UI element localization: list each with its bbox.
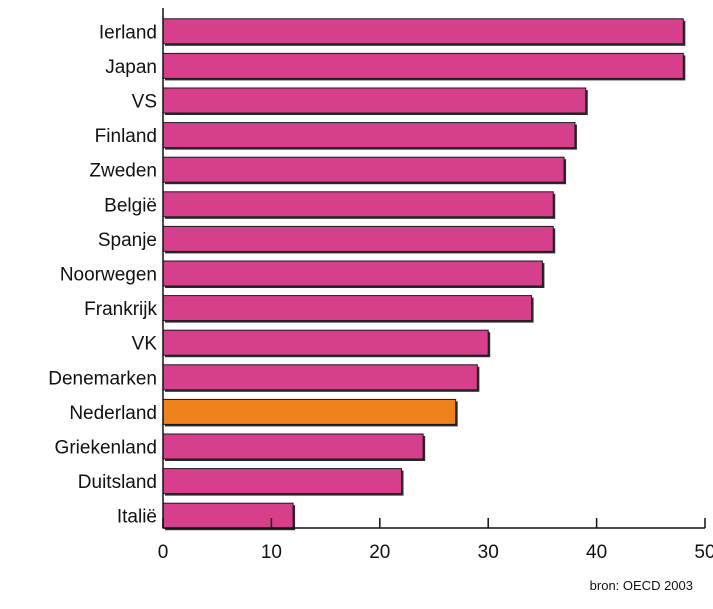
- category-label: Zweden: [89, 161, 157, 182]
- bar: [162, 191, 554, 218]
- bar: [162, 364, 478, 391]
- x-tick-label: 30: [478, 542, 499, 563]
- bar: [162, 18, 684, 45]
- category-label: Denemarken: [48, 368, 157, 389]
- category-label: VK: [132, 334, 158, 355]
- bar-highlight: [162, 398, 457, 425]
- bar: [162, 260, 543, 287]
- x-tick-label: 20: [369, 542, 390, 563]
- bar: [162, 468, 402, 495]
- axis-layer: [162, 8, 706, 529]
- bar: [162, 52, 684, 79]
- bar: [162, 87, 587, 114]
- x-tick-label: 40: [586, 542, 607, 563]
- source-note: bron: OECD 2003: [589, 578, 693, 593]
- x-tick-label: 10: [261, 542, 282, 563]
- bar: [162, 122, 576, 149]
- category-label: Finland: [95, 126, 157, 147]
- category-label: België: [104, 195, 157, 216]
- category-label: Noorwegen: [60, 265, 157, 286]
- category-label: Italië: [117, 507, 157, 528]
- bar: [162, 225, 554, 252]
- bar: [162, 502, 294, 529]
- bar: [162, 295, 533, 322]
- x-tick-label: 50: [694, 542, 713, 563]
- bar: [162, 329, 489, 356]
- category-label: Duitsland: [78, 472, 157, 493]
- labels-layer: Ierland Japan VS Finland Zweden België Spanje N…: [48, 22, 713, 563]
- category-label: Nederland: [69, 403, 157, 424]
- category-label: Ierland: [99, 22, 157, 43]
- category-label: Spanje: [98, 230, 157, 251]
- x-tick-label: 0: [158, 542, 169, 563]
- category-label: Frankrijk: [84, 299, 157, 320]
- category-label: Griekenland: [55, 438, 157, 459]
- category-label: Japan: [105, 57, 157, 78]
- bar: [162, 433, 424, 460]
- category-label: VS: [132, 92, 157, 113]
- bars-layer: [162, 18, 686, 531]
- bar: [162, 156, 565, 183]
